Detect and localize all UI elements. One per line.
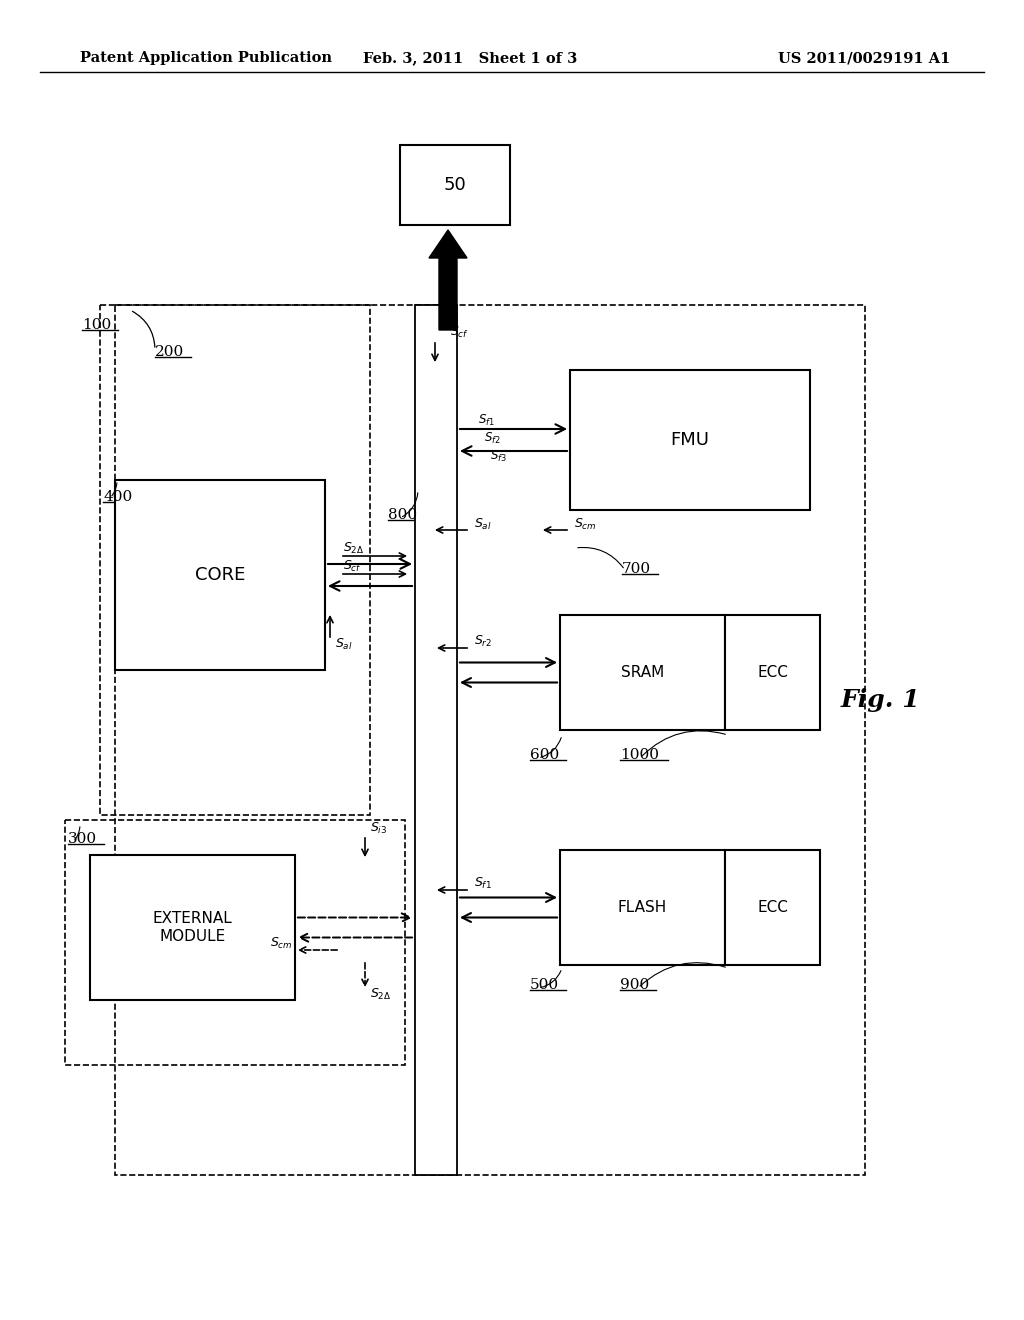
Text: 600: 600 [530, 748, 559, 762]
Text: $S_{cm}$: $S_{cm}$ [270, 936, 293, 950]
Text: CORE: CORE [195, 566, 245, 583]
Text: 1000: 1000 [620, 748, 659, 762]
Text: $S_{f3}$: $S_{f3}$ [490, 449, 507, 463]
Text: $S_{r2}$: $S_{r2}$ [474, 634, 493, 648]
Text: Feb. 3, 2011   Sheet 1 of 3: Feb. 3, 2011 Sheet 1 of 3 [362, 51, 578, 65]
Text: $S_{f1}$: $S_{f1}$ [474, 875, 492, 891]
Text: $S_{al}$: $S_{al}$ [474, 516, 492, 532]
Text: Fig. 1: Fig. 1 [840, 688, 920, 711]
Bar [65, 820, 406, 1065]
Bar [115, 305, 865, 1175]
Text: $S_{2\Delta}$: $S_{2\Delta}$ [343, 540, 365, 556]
Text: $S_{cm}$: $S_{cm}$ [574, 516, 597, 532]
Bar [400, 145, 510, 224]
Text: ECC: ECC [757, 665, 787, 680]
Text: FMU: FMU [671, 432, 710, 449]
Bar [90, 855, 295, 1001]
Text: 800: 800 [388, 508, 417, 521]
Text: ECC: ECC [757, 900, 787, 915]
Text: 500: 500 [530, 978, 559, 993]
Bar [570, 370, 810, 510]
Text: 50: 50 [443, 176, 466, 194]
Text: $S_{i3}$: $S_{i3}$ [370, 821, 387, 836]
Bar [725, 850, 820, 965]
Bar [415, 305, 457, 1175]
Text: 200: 200 [155, 345, 184, 359]
Text: SRAM: SRAM [621, 665, 665, 680]
Text: Patent Application Publication: Patent Application Publication [80, 51, 332, 65]
FancyArrow shape [429, 230, 467, 330]
Bar [725, 615, 820, 730]
Text: 700: 700 [622, 562, 651, 576]
Text: $S_{cf}$: $S_{cf}$ [450, 325, 469, 339]
Bar [115, 480, 325, 671]
Text: $S_{al}$: $S_{al}$ [335, 636, 352, 652]
Text: EXTERNAL
MODULE: EXTERNAL MODULE [153, 911, 232, 944]
Bar [100, 305, 370, 814]
Text: $S_{f1}$: $S_{f1}$ [478, 412, 495, 428]
Bar [560, 615, 725, 730]
Text: 900: 900 [620, 978, 649, 993]
Text: 100: 100 [82, 318, 112, 333]
Text: $S_{2\Delta}$: $S_{2\Delta}$ [370, 986, 391, 1002]
Text: $S_{cf}$: $S_{cf}$ [343, 558, 361, 574]
Text: 400: 400 [103, 490, 132, 504]
Bar [560, 850, 725, 965]
Text: US 2011/0029191 A1: US 2011/0029191 A1 [777, 51, 950, 65]
Text: FLASH: FLASH [617, 900, 667, 915]
Text: 300: 300 [68, 832, 97, 846]
Text: $S_{f2}$: $S_{f2}$ [484, 430, 501, 446]
